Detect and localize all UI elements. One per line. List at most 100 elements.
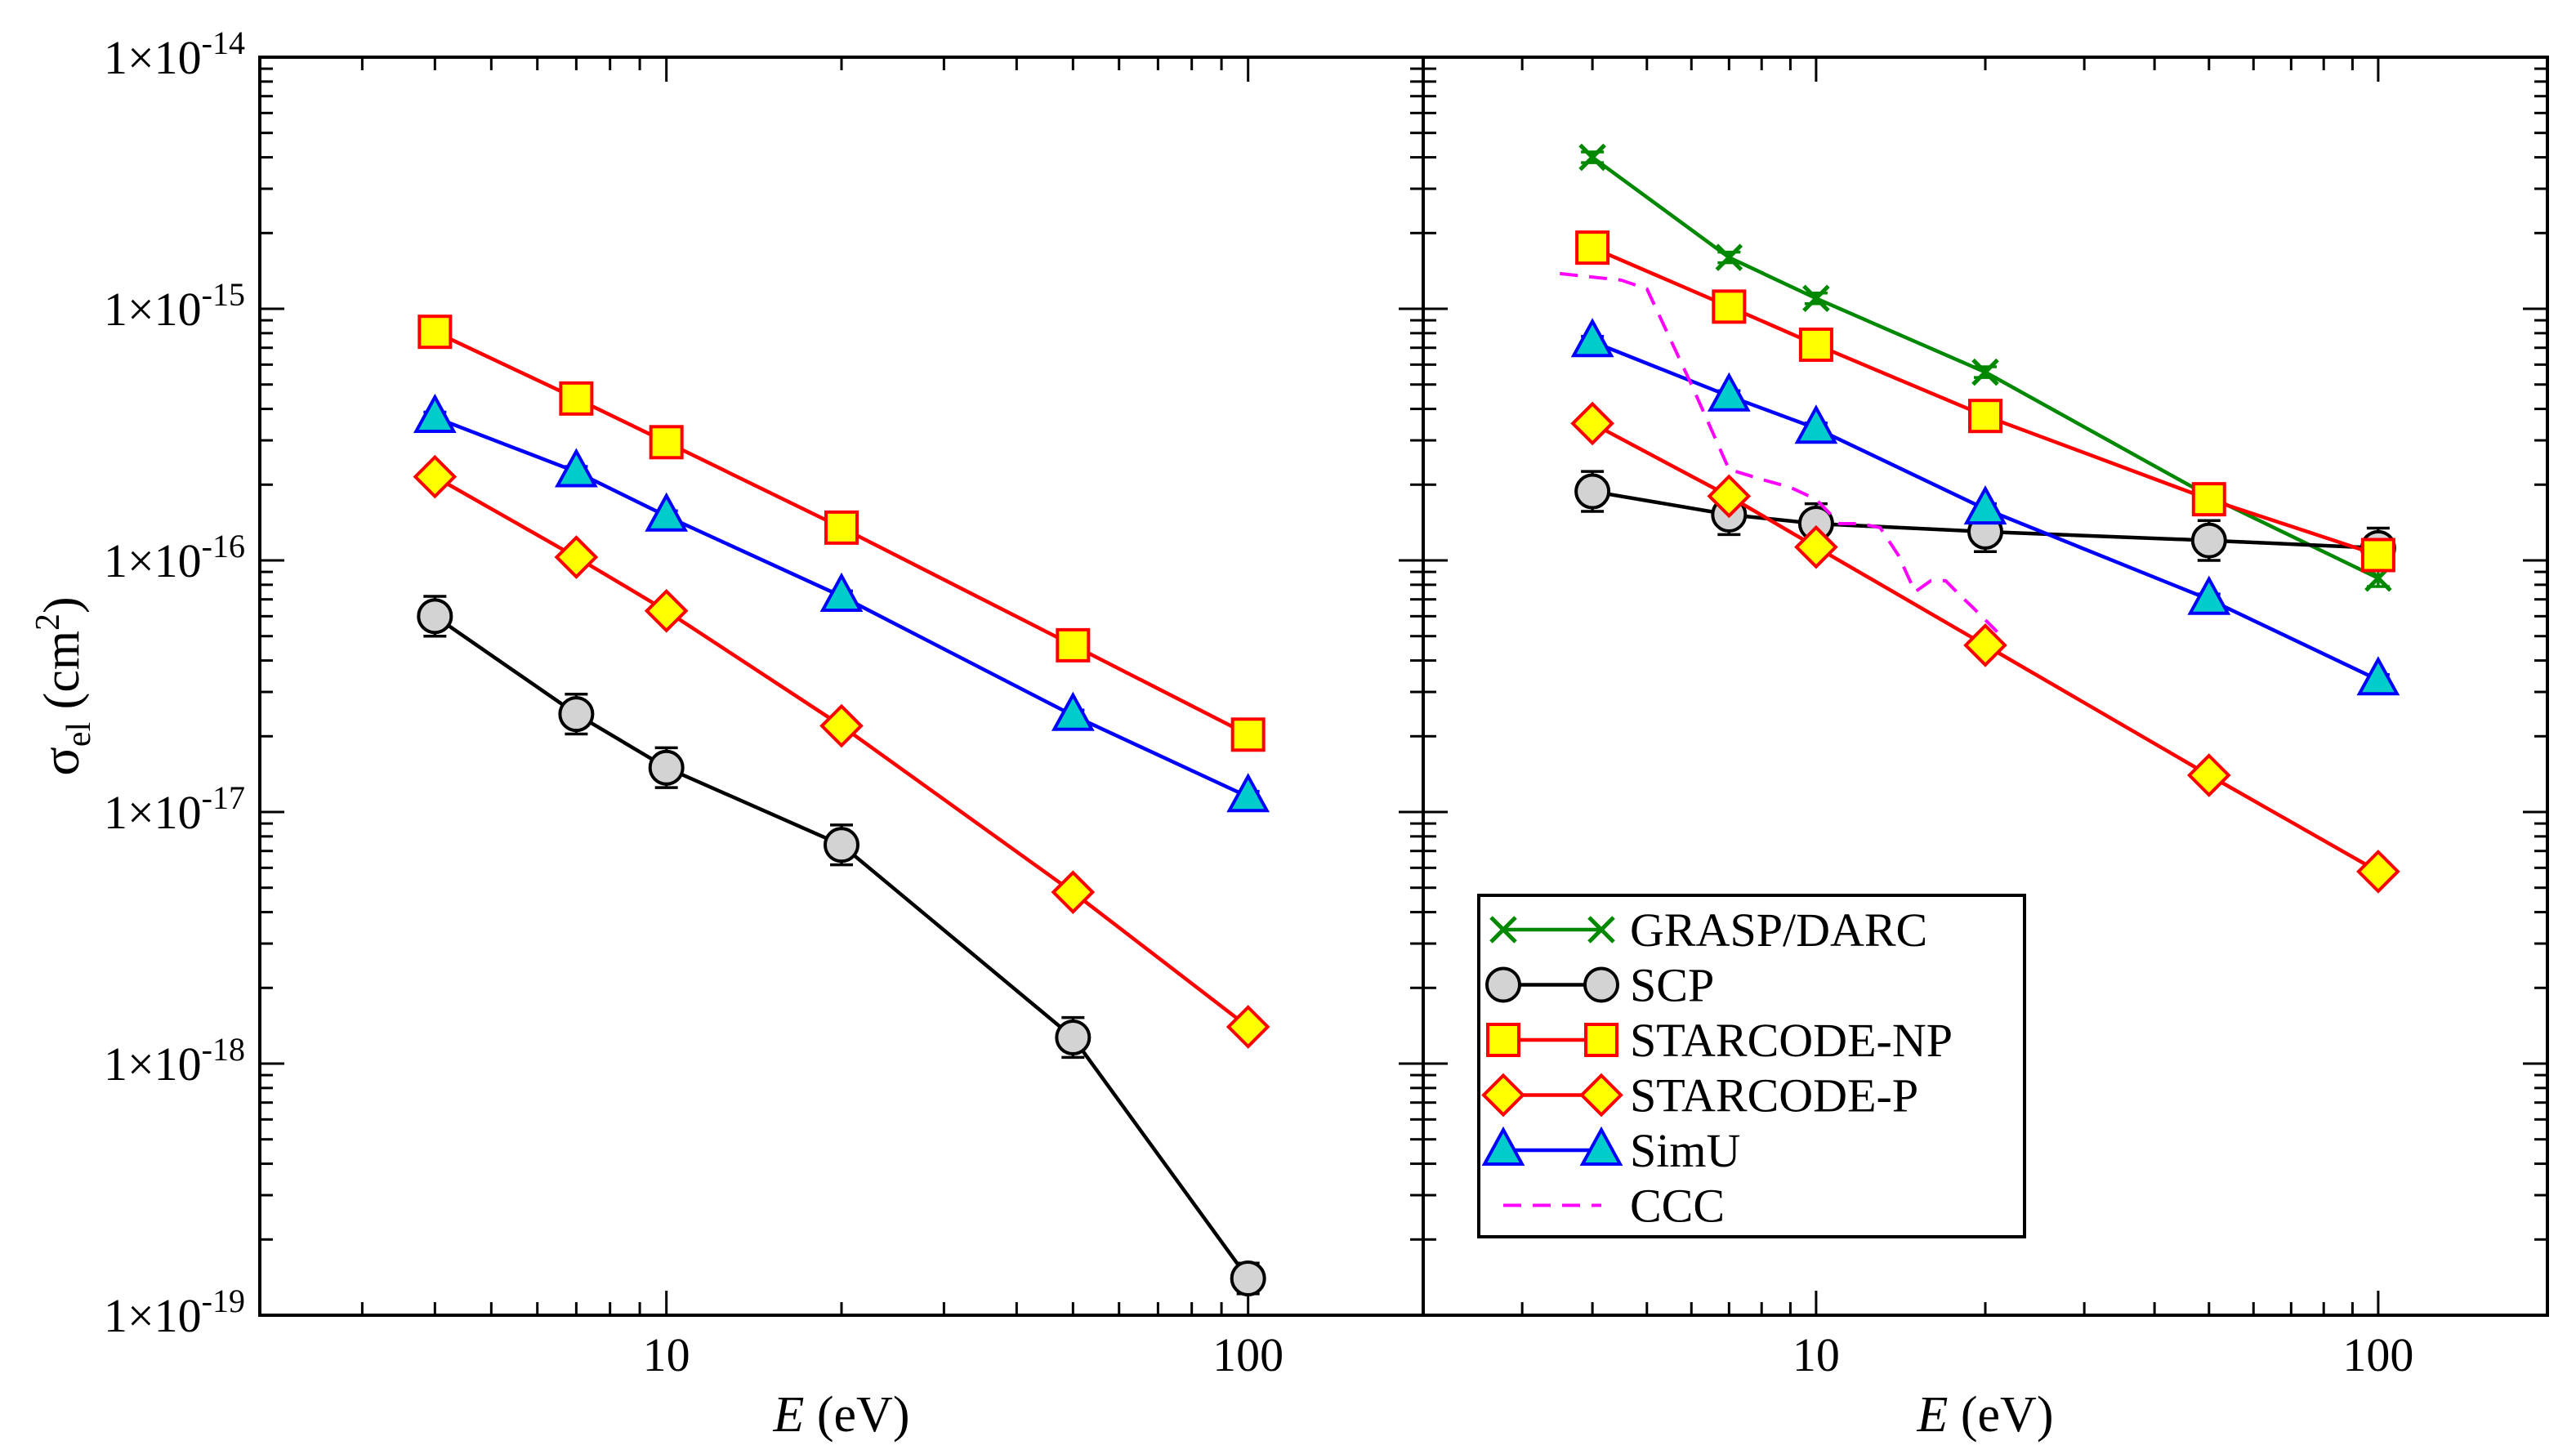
series-line-scp — [434, 614, 1250, 1280]
data-point-scp — [1230, 1260, 1266, 1296]
x-tick-label: 100 — [2342, 1328, 2413, 1381]
series-line-simu — [1592, 340, 2379, 682]
legend-label-starcode-np: STARCODE-NP — [1630, 1014, 1953, 1067]
data-point-scp — [1055, 1019, 1092, 1056]
legend-label-starcode-p: STARCODE-P — [1630, 1069, 1918, 1122]
legend-label-grasp-darc: GRASP/DARC — [1630, 903, 1927, 957]
data-point-starcode-np — [1968, 399, 2002, 434]
legend-box — [1477, 894, 2026, 1238]
x-axis-title: E (eV) — [773, 1387, 910, 1443]
legend-marker-grasp-darc — [1489, 916, 1517, 944]
legend-marker-scp — [1583, 966, 1619, 1003]
legend-label-simu: SimU — [1630, 1124, 1740, 1177]
data-point-starcode-p — [2356, 850, 2400, 894]
data-point-starcode-np — [417, 315, 453, 350]
data-point-starcode-p — [2186, 753, 2231, 797]
y-tick-label: 1×10-19 — [104, 1283, 245, 1342]
data-point-scp — [417, 598, 453, 635]
y-tick-exponent: -18 — [202, 1031, 245, 1068]
data-point-simu — [2356, 656, 2400, 696]
data-point-starcode-p — [554, 535, 599, 579]
y-axis-subscript: el — [60, 722, 98, 747]
y-tick-mantissa: 1×10 — [104, 534, 202, 587]
data-point-starcode-np — [649, 425, 684, 460]
y-tick-label: 1×10-15 — [104, 276, 245, 336]
data-point-simu — [1707, 372, 1751, 412]
y-tick-exponent: -14 — [202, 25, 245, 61]
y-tick-mantissa: 1×10 — [104, 786, 202, 839]
data-point-starcode-p — [644, 588, 689, 633]
series-line-starcode-np — [434, 330, 1249, 737]
legend-label-ccc: CCC — [1630, 1180, 1725, 1233]
x-axis-symbol: E — [1917, 1387, 1949, 1443]
legend-marker-starcode-np — [1584, 1023, 1618, 1057]
y-tick-label: 1×10-16 — [104, 528, 245, 587]
series-line-ccc — [1559, 271, 1998, 633]
data-point-starcode-p — [1225, 1005, 1270, 1049]
y-tick-mantissa: 1×10 — [104, 1037, 202, 1091]
data-point-simu — [1794, 404, 1838, 444]
series-line-scp — [1592, 489, 2378, 551]
y-tick-label: 1×10-18 — [104, 1031, 245, 1091]
legend-marker-scp — [1485, 966, 1521, 1003]
data-point-starcode-p — [819, 703, 864, 748]
data-point-starcode-np — [1798, 327, 1833, 362]
data-point-grasp-darc — [1715, 243, 1743, 271]
legend-marker-simu — [1579, 1126, 1623, 1166]
data-point-starcode-np — [559, 381, 594, 416]
x-axis-title: E (eV) — [1917, 1387, 2054, 1443]
data-point-simu — [413, 393, 457, 433]
data-point-simu — [555, 448, 598, 488]
data-point-starcode-p — [1794, 524, 1838, 569]
data-point-simu — [1963, 484, 2007, 525]
y-tick-exponent: -17 — [202, 779, 245, 816]
data-point-starcode-np — [1712, 289, 1747, 324]
y-tick-mantissa: 1×10 — [104, 283, 202, 336]
data-layer — [413, 143, 2400, 1296]
legend-marker-starcode-p — [1481, 1073, 1525, 1118]
y-axis-unit-exponent: 2 — [29, 613, 67, 631]
series-line-simu — [434, 415, 1249, 799]
x-axis-symbol: E — [773, 1387, 805, 1443]
y-tick-exponent: -15 — [202, 276, 245, 313]
y-axis-unit: (cm — [34, 631, 90, 722]
series-line-starcode-np — [1592, 246, 2379, 557]
data-point-simu — [645, 492, 689, 532]
legend-marker-grasp-darc — [1587, 916, 1615, 944]
data-point-starcode-np — [2360, 538, 2395, 573]
data-point-simu — [1570, 318, 1614, 358]
y-tick-label: 1×10-14 — [104, 25, 245, 84]
data-point-starcode-np — [2191, 482, 2226, 517]
y-tick-exponent: -16 — [202, 528, 245, 564]
legend-marker-starcode-np — [1486, 1023, 1520, 1057]
data-point-grasp-darc — [1971, 358, 1999, 386]
legend-marker-starcode-p — [1579, 1073, 1623, 1118]
right-panel-frame — [1422, 56, 2549, 1317]
data-point-starcode-np — [1230, 717, 1266, 752]
legend-label-scp: SCP — [1630, 959, 1714, 1012]
data-point-starcode-p — [413, 454, 458, 499]
series-line-starcode-p — [434, 475, 1250, 1028]
data-point-simu — [1226, 773, 1270, 813]
data-point-simu — [2187, 575, 2231, 615]
y-axis-symbol: σ — [31, 747, 91, 776]
data-point-starcode-p — [1570, 401, 1614, 446]
x-axis-unit: (eV) — [804, 1387, 909, 1443]
x-tick-label: 100 — [1212, 1328, 1284, 1381]
data-point-starcode-np — [824, 510, 859, 545]
axes-layer — [258, 56, 2549, 1317]
y-tick-exponent: -19 — [202, 1283, 245, 1319]
data-point-starcode-p — [1963, 623, 2007, 667]
y-axis-title: σel (cm2) — [29, 596, 98, 775]
frame-layer — [258, 56, 2549, 1317]
x-axis-unit: (eV) — [1948, 1387, 2053, 1443]
y-tick-mantissa: 1×10 — [104, 31, 202, 84]
y-axis-unit-close: ) — [34, 596, 90, 613]
y-tick-label: 1×10-17 — [104, 779, 245, 839]
series-line-starcode-p — [1592, 422, 2380, 873]
data-point-starcode-p — [1707, 474, 1752, 519]
data-point-starcode-p — [1051, 870, 1096, 915]
legend: GRASP/DARCSCPSTARCODE-NPSTARCODE-PSimUCC… — [1477, 894, 2026, 1238]
